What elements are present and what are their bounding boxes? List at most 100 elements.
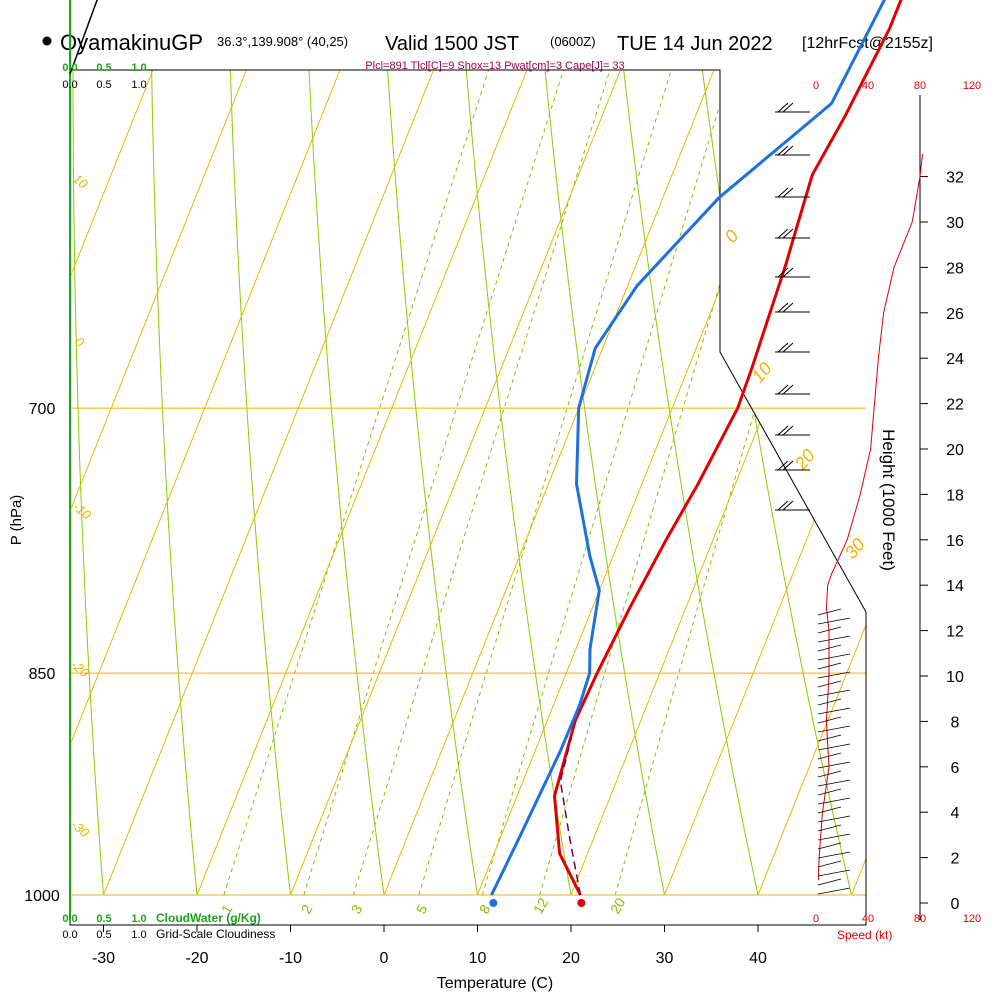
wind-barb-low <box>817 743 851 751</box>
wind-barb-flag <box>782 460 794 471</box>
isotherm-line <box>70 70 247 895</box>
isotherm-label: 0 <box>721 226 743 247</box>
forecast-date: TUE 14 Jun 2022 <box>617 33 773 55</box>
wind-barb-low <box>817 716 842 724</box>
dry-adiabat-line <box>149 70 198 895</box>
wind-barb-low <box>817 734 842 742</box>
pressure-tick-label: 850 <box>29 666 56 683</box>
height-tick-label: 22 <box>946 397 964 414</box>
isotherm-line <box>757 70 866 895</box>
wind-barb-low <box>817 842 842 850</box>
dry-adiabat-line <box>72 70 122 895</box>
mixing-ratio-label: 2 <box>298 902 316 917</box>
wind-barb-flag <box>777 302 789 313</box>
adiabat-label: 0 <box>72 334 88 351</box>
wind-barb-low <box>817 635 851 643</box>
isotherm-line <box>70 70 154 895</box>
mixing-ratio-line <box>223 70 606 895</box>
wind-barb-low <box>817 725 851 733</box>
speed-axis-label: Speed (kt) <box>837 928 892 942</box>
isotherm-label: 10 <box>748 358 776 386</box>
isotherm-line <box>383 70 715 895</box>
mixing-ratio-label: 20 <box>607 895 629 917</box>
height-tick-label: 2 <box>951 851 960 868</box>
sounding-series <box>69 0 903 907</box>
height-tick-label: 18 <box>946 487 964 504</box>
wind-barb-low <box>817 833 851 841</box>
height-axis-label: Height (1000 Feet) <box>879 429 898 571</box>
cloudwater-tick-bottom: 0.5 <box>96 913 111 925</box>
cloudwater-tick-top: 0.5 <box>96 62 111 74</box>
wind-barb-low <box>817 797 851 805</box>
height-tick-label: 26 <box>946 306 964 323</box>
wind-barb-flag <box>777 145 789 156</box>
surface-temperature-marker <box>577 899 586 907</box>
height-tick-label: 8 <box>951 714 960 731</box>
isotherm-line <box>70 70 341 895</box>
cloudwater-tick-bottom: 1.0 <box>131 913 146 925</box>
height-tick-label: 6 <box>951 760 960 777</box>
cloudwater-axis-label: CloudWater (g/Kg) <box>156 911 261 925</box>
pressure-tick-label: 700 <box>29 401 56 418</box>
wind-barb-flag <box>782 425 794 436</box>
wind-barb-flag <box>777 460 789 471</box>
wind-speed-line <box>818 153 924 881</box>
wind-barb-flag <box>782 500 794 511</box>
wind-barb-low <box>817 752 842 760</box>
mixing-ratio-line <box>352 70 724 895</box>
parcel-path-line <box>559 737 582 896</box>
cloudiness-tick-bottom: 0.0 <box>62 929 77 941</box>
zulu-time: (0600Z) <box>550 34 596 49</box>
wind-barb-flag <box>782 228 794 239</box>
cloudiness-axis-label: Grid-Scale Cloudiness <box>156 927 275 941</box>
plot-frame <box>69 69 867 926</box>
height-tick-label: 16 <box>946 533 964 550</box>
speed-tick-label-top: 80 <box>914 80 926 92</box>
height-tick-label: 24 <box>946 351 964 368</box>
isotherms <box>0 70 866 895</box>
temperature-line <box>553 0 903 896</box>
mixing-ratio-line <box>539 70 866 895</box>
wind-barb-low <box>817 689 851 697</box>
wind-barb-flag <box>777 500 789 511</box>
station-dot-icon <box>42 36 52 46</box>
wind-barb-flag <box>777 384 789 395</box>
wind-barb-low <box>817 653 851 661</box>
wind-barb-flag <box>777 267 789 278</box>
dry-adiabat-line <box>992 0 1000 895</box>
wind-barb-low <box>817 617 851 625</box>
speed-tick-label-bottom: 40 <box>862 913 874 925</box>
speed-tick-label-top: 120 <box>963 80 981 92</box>
wind-barb-flag <box>782 267 794 278</box>
x-tick-label: 0 <box>380 950 389 967</box>
wind-barb-flag <box>777 102 789 113</box>
wind-barb-low <box>817 878 842 886</box>
dry-adiabat-line <box>493 70 665 895</box>
speed-tick-label-bottom: 80 <box>914 913 926 925</box>
mixing-ratio-label: 5 <box>413 902 431 917</box>
isotherm-line <box>196 70 528 895</box>
height-tick-label: 28 <box>946 260 964 277</box>
wind-barb-low <box>817 608 842 616</box>
speed-tick-label-top: 0 <box>813 80 819 92</box>
mixing-ratio-line <box>418 70 784 895</box>
wind-barb-low <box>817 806 842 814</box>
isotherm-line <box>851 70 866 895</box>
wind-barb-low <box>817 824 842 832</box>
speed-tick-label-top: 40 <box>862 80 874 92</box>
isotherm-line <box>664 70 866 895</box>
wind-barb-low <box>817 626 842 634</box>
wind-barb-low <box>817 815 851 823</box>
wind-barb-low <box>817 779 851 787</box>
cloudiness-tick-top: 0.0 <box>62 79 77 91</box>
dry-adiabat-line <box>680 70 866 895</box>
wind-barb-low <box>817 770 842 778</box>
wind-barb-low <box>817 644 842 652</box>
cloudwater-tick-top: 0.0 <box>62 62 77 74</box>
wind-barb-low <box>817 680 842 688</box>
isotherm-line <box>0 70 60 895</box>
wind-barb-low <box>817 707 851 715</box>
dry-adiabat-line <box>363 70 478 895</box>
x-tick-label: 30 <box>656 950 674 967</box>
